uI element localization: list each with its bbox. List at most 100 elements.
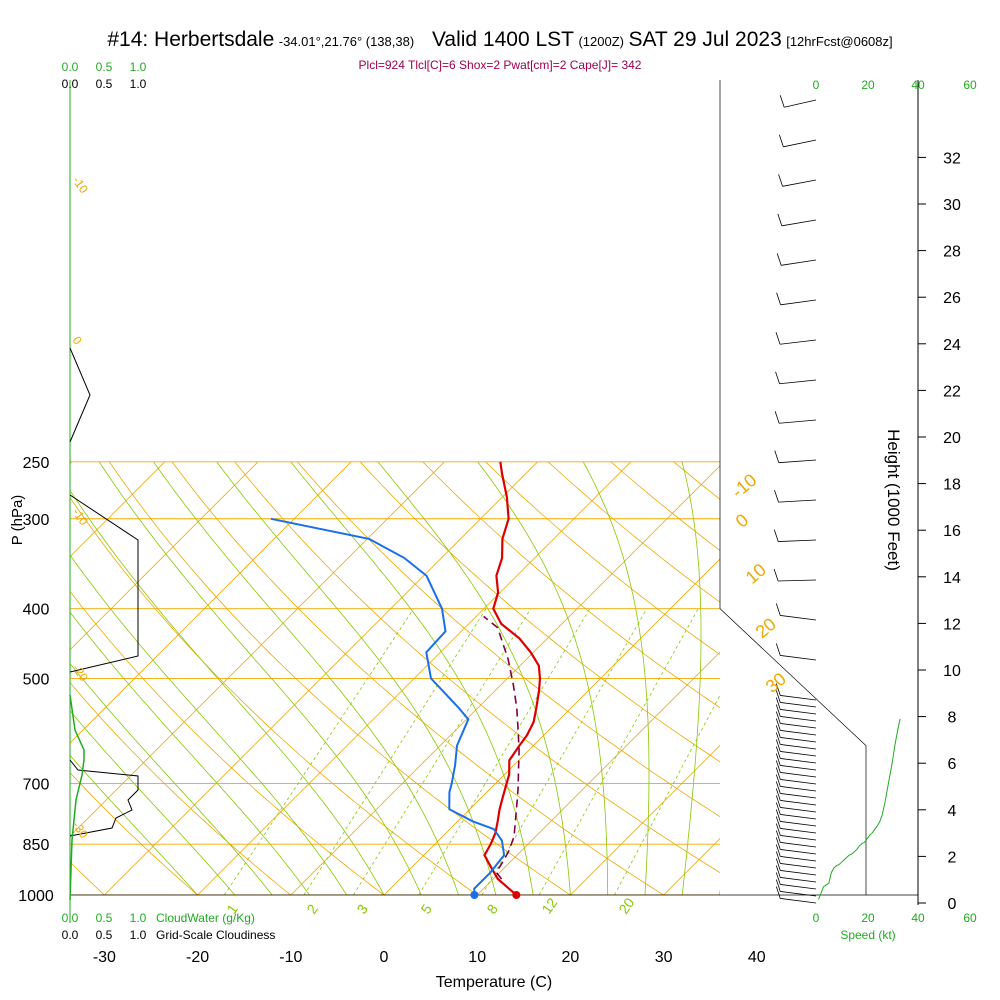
wind-barb-staff <box>780 758 817 764</box>
wind-barb-staff <box>780 793 817 799</box>
mixing-ratio-lines <box>224 608 720 895</box>
dry-adiabat-line <box>70 772 198 895</box>
wind-bottom-scale-green: 0 <box>813 911 820 925</box>
wind-barb-staff <box>779 379 817 385</box>
series-dewpoint <box>270 517 506 896</box>
cloud-top-scale-black: 1.0 <box>130 77 147 91</box>
cloud-bottom-scale-green: 1.0 <box>130 911 147 925</box>
wind-barb-staff <box>780 772 817 778</box>
cloud-bottom-scale-black: 1.0 <box>130 928 147 942</box>
isobar-lines <box>70 461 720 895</box>
wind-barb-flag <box>775 760 781 773</box>
wind-barb-staff <box>780 744 817 750</box>
wind-barb-flag <box>775 697 781 710</box>
height-tick-label: 2 <box>948 849 957 866</box>
wind-barb-staff <box>780 898 817 904</box>
mixing-ratio-line <box>224 608 415 895</box>
height-axis-title: Height (1000 Feet) <box>884 429 903 571</box>
wind-barb-staff <box>781 259 817 266</box>
cloud-water-profile <box>69 694 85 901</box>
cloud-top-scale-black: 0.0 <box>62 77 79 91</box>
mixing-ratio-line <box>481 608 648 895</box>
isotherm-value-label: 10 <box>742 560 770 588</box>
cloud-top-scale-green: 0.5 <box>96 60 113 74</box>
chart-boundary <box>69 80 919 923</box>
surface-temperature-marker <box>512 891 521 899</box>
wind-barb-staff <box>780 702 817 708</box>
wind-barb-staff <box>778 539 817 542</box>
moist-adiabat-line <box>70 611 310 895</box>
mixing-ratio-label: 5 <box>417 901 435 917</box>
wind-bottom-scale-green: 40 <box>911 911 925 925</box>
wind-barb-flag <box>775 332 781 345</box>
height-tick-label: 22 <box>943 383 961 400</box>
wind-bottom-scale-green: 60 <box>963 911 977 925</box>
wind-barb-staff <box>778 499 817 503</box>
wind-barb-staff <box>782 179 817 187</box>
wind-barb-flag <box>775 781 781 794</box>
moist-adiabat-line <box>216 461 497 895</box>
height-tick-label: 4 <box>948 803 957 820</box>
wind-barb-staff <box>780 655 817 661</box>
y-tick-label: 250 <box>23 455 50 472</box>
height-tick-label: 20 <box>943 430 961 447</box>
x-tick-label: -30 <box>93 949 116 966</box>
dry-adiabat-line <box>359 461 720 763</box>
height-tick-label: 8 <box>948 710 957 727</box>
x-tick-label: -20 <box>186 949 209 966</box>
moist-adiabat-line <box>98 461 422 895</box>
wind-barb-flag <box>778 174 783 187</box>
moist-adiabat-line <box>70 754 198 895</box>
wind-barb-staff <box>781 219 817 227</box>
wind-barb-flag <box>774 489 779 503</box>
wind-barb-staff <box>780 884 817 890</box>
y-tick-label: 500 <box>23 671 50 688</box>
wind-barb-flag <box>776 292 781 305</box>
wind-barb-staff <box>780 877 817 883</box>
wind-barb-flag <box>775 865 781 878</box>
moist-adiabat-line <box>377 461 571 895</box>
wind-barb-staff <box>780 716 817 722</box>
y-tick-label: 400 <box>23 602 50 619</box>
wind-barb-staff <box>780 786 817 792</box>
wind-barb-flag <box>775 774 781 787</box>
moist-adiabat-line <box>477 461 609 895</box>
wind-barb-flag <box>773 568 779 582</box>
moist-adiabat-lines <box>70 461 720 895</box>
cloud-top-scale-green: 0.0 <box>62 60 79 74</box>
wind-barb-staff <box>780 299 817 306</box>
dry-adiabat-line <box>422 461 720 709</box>
wind-barb-flag <box>775 851 781 864</box>
dry-adiabat-line <box>547 461 720 603</box>
wind-barb-staff <box>780 870 817 876</box>
wind-barb-staff <box>780 709 817 715</box>
right-edge-lower <box>719 608 867 895</box>
height-tick-label: 24 <box>943 337 961 354</box>
wind-barb-staff <box>780 828 817 834</box>
wind-barb-flag <box>775 823 781 836</box>
y-axis-title: P (hPa) <box>9 495 26 546</box>
wind-barb-flag <box>775 711 781 724</box>
cloudiness-middle <box>69 494 139 673</box>
sounding-indices: Plcl=924 Tlcl[C]=6 Shox=2 Pwat[cm]=2 Cap… <box>358 58 642 72</box>
dry-adiabat-line <box>987 462 1000 895</box>
wind-barb-flag <box>775 886 781 899</box>
height-tick-label: 32 <box>943 150 961 167</box>
mixing-ratio-line <box>353 608 532 895</box>
wind-top-scale-green: 20 <box>861 78 875 92</box>
cloud-bottom-scale-green: 0.5 <box>96 911 113 925</box>
wind-barb-staff <box>778 579 817 582</box>
moist-adiabat-line <box>70 662 273 895</box>
sounding-series <box>270 461 542 899</box>
wind-barb-staff <box>780 863 817 869</box>
height-tick-label: 16 <box>943 523 961 540</box>
wind-barb-flag <box>775 788 781 801</box>
chart-title: #14: Herbertsdale -34.01°,21.76° (138,38… <box>0 28 1000 52</box>
wind-top-scale-green: 0 <box>813 78 820 92</box>
y-tick-label: 300 <box>23 512 50 529</box>
dry-adiabat-line <box>171 461 664 895</box>
wind-barb-staff <box>780 751 817 757</box>
wind-barb-flag <box>779 95 785 108</box>
x-tick-label: 30 <box>655 949 673 966</box>
